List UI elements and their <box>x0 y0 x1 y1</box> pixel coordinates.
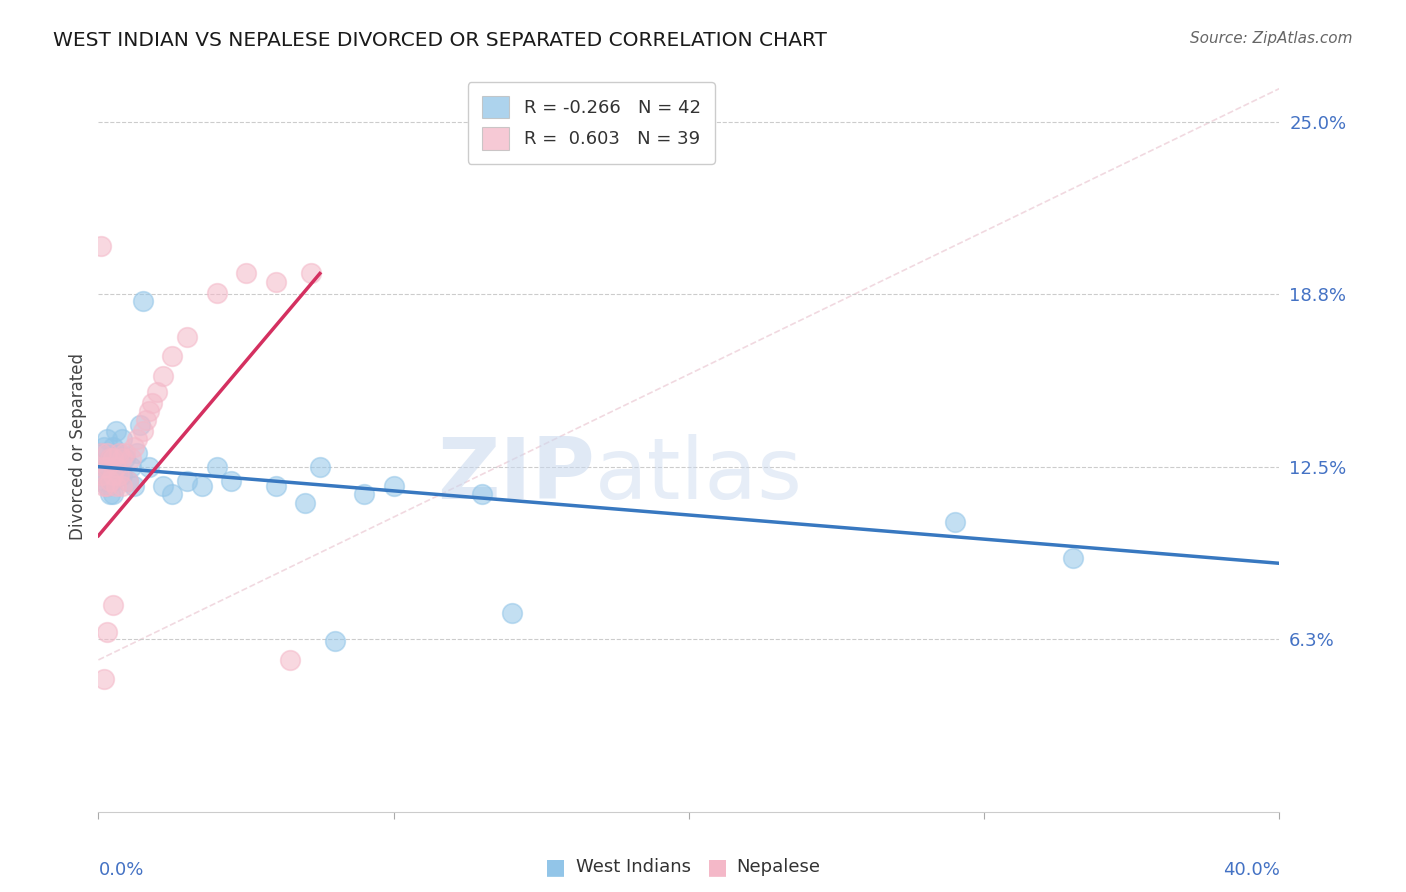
Point <box>299 267 322 281</box>
Text: ■: ■ <box>546 857 565 877</box>
Point <box>135 413 157 427</box>
Point <box>205 285 228 300</box>
Point <box>323 633 346 648</box>
Point <box>122 441 145 455</box>
Point <box>138 459 160 474</box>
Point <box>264 275 287 289</box>
Text: 40.0%: 40.0% <box>1223 862 1279 880</box>
Point <box>103 487 125 501</box>
Point <box>96 625 118 640</box>
Point <box>93 672 115 686</box>
Point <box>162 349 183 363</box>
Text: Source: ZipAtlas.com: Source: ZipAtlas.com <box>1189 31 1353 46</box>
Point <box>1062 550 1084 565</box>
Text: WEST INDIAN VS NEPALESE DIVORCED OR SEPARATED CORRELATION CHART: WEST INDIAN VS NEPALESE DIVORCED OR SEPA… <box>53 31 827 50</box>
Point <box>280 653 302 667</box>
Point <box>108 446 131 460</box>
Point <box>108 446 131 460</box>
Point <box>93 459 115 474</box>
Text: ZIP: ZIP <box>437 434 595 516</box>
Point <box>114 446 136 460</box>
Point <box>96 459 118 474</box>
Point <box>90 467 112 482</box>
Point <box>93 441 115 455</box>
Point <box>103 598 125 612</box>
Point <box>108 467 131 482</box>
Y-axis label: Divorced or Separated: Divorced or Separated <box>69 352 87 540</box>
Point <box>108 467 131 482</box>
Point <box>146 385 169 400</box>
Point <box>98 487 121 501</box>
Point <box>96 479 118 493</box>
Point <box>103 451 125 466</box>
Point <box>152 479 174 493</box>
Text: West Indians: West Indians <box>576 858 692 876</box>
Point <box>90 446 112 460</box>
Point <box>162 487 183 501</box>
Point <box>471 487 494 501</box>
Point <box>382 479 405 493</box>
Point <box>117 474 139 488</box>
Text: Nepalese: Nepalese <box>737 858 821 876</box>
Point <box>125 432 148 446</box>
Point <box>221 474 243 488</box>
Point <box>90 467 112 482</box>
Point <box>105 479 128 493</box>
Point <box>132 294 155 309</box>
Point <box>264 479 287 493</box>
Point <box>114 451 136 466</box>
Legend: R = -0.266   N = 42, R =  0.603   N = 39: R = -0.266 N = 42, R = 0.603 N = 39 <box>468 82 716 164</box>
Point <box>125 446 148 460</box>
Point <box>103 467 125 482</box>
Point <box>98 451 121 466</box>
Point <box>103 474 125 488</box>
Point <box>111 479 134 493</box>
Point <box>103 441 125 455</box>
Point <box>111 432 134 446</box>
Text: ■: ■ <box>707 857 727 877</box>
Point <box>96 459 118 474</box>
Point <box>105 424 128 438</box>
Point <box>98 451 121 466</box>
Point <box>191 479 214 493</box>
Text: atlas: atlas <box>595 434 803 516</box>
Point <box>96 432 118 446</box>
Point <box>294 495 316 509</box>
Point <box>93 474 115 488</box>
Point <box>117 474 139 488</box>
Point <box>96 479 118 493</box>
Point <box>205 459 228 474</box>
Point <box>501 606 523 620</box>
Point <box>90 239 112 253</box>
Point <box>235 267 257 281</box>
Point <box>105 459 128 474</box>
Point <box>98 474 121 488</box>
Text: 0.0%: 0.0% <box>98 862 143 880</box>
Point <box>120 451 142 466</box>
Point <box>176 474 198 488</box>
Point <box>943 515 966 529</box>
Point <box>90 446 112 460</box>
Point <box>93 479 115 493</box>
Point <box>111 467 134 482</box>
Point <box>128 418 150 433</box>
Point <box>152 368 174 383</box>
Point <box>353 487 375 501</box>
Point <box>122 479 145 493</box>
Point <box>105 459 128 474</box>
Point <box>132 424 155 438</box>
Point <box>96 446 118 460</box>
Point <box>120 459 142 474</box>
Point <box>138 404 160 418</box>
Point <box>176 330 198 344</box>
Point <box>141 396 163 410</box>
Point <box>111 451 134 466</box>
Point <box>309 459 332 474</box>
